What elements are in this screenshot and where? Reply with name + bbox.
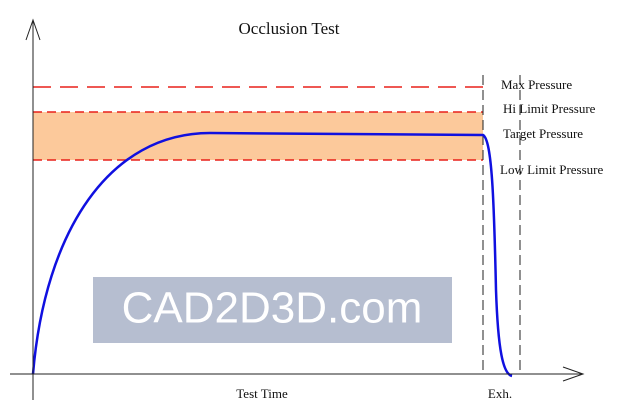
x-axis-arrow — [562, 366, 585, 382]
pressure-curve — [31, 131, 513, 378]
watermark-box — [93, 277, 452, 343]
exhaust-label: Exh. — [488, 386, 512, 401]
level-label: Low Limit Pressure — [500, 162, 603, 177]
target-band — [33, 112, 483, 160]
level-label: Target Pressure — [503, 126, 583, 141]
level-label: Hi Limit Pressure — [503, 101, 596, 116]
y-axis-arrow — [25, 18, 41, 41]
x-axis-label: Test Time — [236, 386, 288, 401]
level-label: Max Pressure — [501, 77, 572, 92]
watermark: CAD2D3D.com — [122, 284, 423, 333]
title: Occlusion Test — [239, 19, 340, 38]
